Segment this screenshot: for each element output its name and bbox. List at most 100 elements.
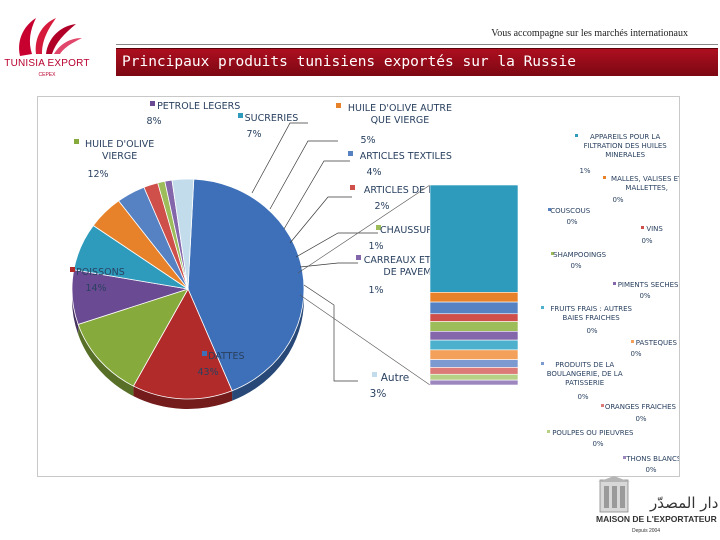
breakdown-label-oranges-fraiches: ORANGES FRAICHES (605, 403, 677, 411)
breakdown-value-shampooings: 0% (570, 262, 581, 270)
breakdown-value-pasteques-fraiches: 0% (630, 350, 641, 358)
maison-logo-text: MAISON DE L'EXPORTATEUR (596, 514, 717, 524)
legend-marker-carreaux-et-dalles-de-pavement (356, 255, 361, 260)
breakdown-label-shampooings: SHAMPOOINGS (553, 251, 607, 259)
breakdown-label-fruits-frais-autres-baies-fraiches: BAIES FRAICHES (563, 314, 621, 322)
slice-label-articles-textiles: ARTICLES TEXTILES (360, 151, 452, 162)
breakdown-value-appareils-pour-la-filtration-des-huiles-minerales: 1% (579, 167, 590, 175)
legend-marker-huile-d-olive-autre-que-vierge (336, 103, 341, 108)
tagline: Vous accompagne sur les marchés internat… (491, 28, 688, 39)
slice-label-petrole-legers: PETROLE LEGERS (157, 101, 240, 112)
breakdown-segment-couscous (429, 301, 519, 315)
breakdown-label-pasteques-fraiches: PASTEQUES FRAICHES (636, 339, 679, 347)
slice-value-huile-d-olive-autre-que-vierge: 5% (360, 135, 375, 146)
pie-slice-huile-d-olive-vierge (77, 288, 189, 387)
breakdown-label-produits-de-la-boulangerie-de-la-patisserie: BOULANGERIE, DE LA (547, 370, 623, 378)
slice-value-autre: 3% (370, 388, 387, 400)
breakdown-segment-produits-de-la-boulangerie-de-la-patisserie (429, 359, 519, 368)
breakdown-marker-vins (641, 226, 644, 229)
breakdown-marker-pasteques-fraiches (631, 340, 634, 343)
breakdown-label-fruits-frais-autres-baies-fraiches: FRUITS FRAIS : AUTRES (550, 305, 632, 313)
breakdown-value-malles-valises-et-mallettes: 0% (612, 196, 623, 204)
breakdown-marker-fruits-frais-autres-baies-fraiches (541, 306, 544, 309)
slice-value-articles-de-friperie: 2% (374, 201, 389, 212)
breakdown-label-appareils-pour-la-filtration-des-huiles-minerales: FILTRATION DES HUILES (584, 142, 668, 150)
breakdown-label-couscous: COUSCOUS (550, 207, 590, 215)
title-banner: Principaux produits tunisiens exportés s… (116, 48, 718, 76)
breakdown-marker-oranges-fraiches (601, 404, 604, 407)
slice-label-chaussures: CHAUSSURES (380, 225, 445, 236)
pie-side-dattes (232, 289, 304, 401)
breakdown-label-thons-blancs: THONS BLANCS (625, 455, 679, 463)
breakdown-value-fruits-frais-autres-baies-fraiches: 0% (586, 327, 597, 335)
pie-slice-autre (171, 178, 195, 290)
breakdown-marker-thons-blancs (623, 456, 626, 459)
pie-slice-poissons (132, 288, 233, 400)
legend-marker-articles-de-friperie (350, 185, 355, 190)
breakdown-value-oranges-fraiches: 0% (635, 415, 646, 423)
breakdown-marker-produits-de-la-boulangerie-de-la-patisserie (541, 362, 544, 365)
breakdown-marker-shampooings (551, 252, 554, 255)
legend-marker-articles-textiles (348, 151, 353, 156)
breakdown-segment-piments-seches (429, 331, 519, 341)
breakdown-segment-pasteques-fraiches (429, 349, 519, 360)
slice-label-dattes: DATTES (208, 351, 244, 362)
pie-side-petrole-legers (72, 289, 79, 335)
slice-value-articles-textiles: 4% (366, 167, 381, 178)
breakdown-label-appareils-pour-la-filtration-des-huiles-minerales: MINERALES (605, 151, 645, 159)
slice-value-dattes: 43% (197, 367, 218, 378)
arabic-logo-text: دار المصدّر (650, 494, 719, 512)
breakdown-value-thons-blancs: 0% (645, 466, 656, 474)
breakdown-label-produits-de-la-boulangerie-de-la-patisserie: PATISSERIE (565, 379, 604, 387)
slice-value-poissons: 14% (85, 283, 106, 294)
breakdown-label-appareils-pour-la-filtration-des-huiles-minerales: APPAREILS POUR LA (590, 133, 660, 141)
slice-label-huile-d-olive-autre-que-vierge: HUILE D'OLIVE AUTRE (348, 103, 452, 114)
breakdown-segment-fruits-frais-autres-baies-fraiches (429, 339, 519, 351)
breakdown-segment-thons-blancs (429, 379, 519, 386)
slice-value-chaussures: 1% (368, 241, 383, 252)
breakdown-value-poulpes-ou-pieuvres: 0% (592, 440, 603, 448)
slice-label-sucreries: SUCRERIES (245, 113, 299, 124)
breakdown-label-piments-seches: PIMENTS SECHES (618, 281, 679, 289)
slice-value-sucreries: 7% (246, 129, 261, 140)
slice-value-huile-d-olive-vierge: 12% (87, 169, 108, 180)
breakdown-value-vins: 0% (641, 237, 652, 245)
breakdown-segment-shampooings (429, 321, 519, 332)
slice-value-carreaux-et-dalles-de-pavement: 1% (368, 285, 383, 296)
header-rule (116, 44, 718, 45)
breakdown-segment-poulpes-ou-pieuvres (429, 373, 519, 381)
legend-marker-sucreries (238, 113, 243, 118)
breakdown-label-malles-valises-et-mallettes: MALLETTES, (625, 184, 668, 192)
slice-label-huile-d-olive-autre-que-vierge: QUE VIERGE (371, 115, 430, 126)
breakdown-connector-top (297, 184, 431, 274)
logo-subtext: CEPEX (38, 72, 56, 78)
page-title: Principaux produits tunisiens exportés s… (122, 54, 576, 70)
leader-line (289, 196, 352, 244)
breakdown-marker-couscous (548, 208, 551, 211)
slice-label-huile-d-olive-vierge: HUILE D'OLIVE (85, 139, 154, 150)
leader-line (251, 122, 308, 194)
breakdown-marker-piments-seches (613, 282, 616, 285)
leader-line (299, 262, 358, 268)
autre-leader-line (303, 284, 358, 382)
breakdown-label-produits-de-la-boulangerie-de-la-patisserie: PRODUITS DE LA (555, 361, 614, 369)
logo-text: TUNISIA EXPORT (4, 58, 90, 69)
slice-label-carreaux-et-dalles-de-pavement: DE PAVEMENT (383, 267, 450, 278)
pie-side-poissons (133, 386, 233, 409)
leader-line (269, 140, 338, 210)
maison-exportateur-logo (598, 476, 630, 513)
breakdown-marker-malles-valises-et-mallettes (603, 176, 606, 179)
chart-frame: DATTES 43% POISSONS 14% HUILE D'OLIVE VIERGE 1… (37, 96, 680, 477)
slice-label-poissons: POISSONS (76, 267, 125, 278)
breakdown-value-couscous: 0% (566, 218, 577, 226)
depuis-logo-text: Depuis 2004 (632, 528, 661, 534)
legend-marker-poissons (70, 267, 75, 272)
breakdown-marker-appareils-pour-la-filtration-des-huiles-minerales (575, 134, 578, 137)
slice-label-huile-d-olive-vierge: VIERGE (102, 151, 137, 162)
breakdown-label-malles-valises-et-mallettes: MALLES, VALISES ET (611, 175, 679, 183)
legend-marker-autre (372, 372, 377, 377)
slice-value-petrole-legers: 8% (146, 116, 161, 127)
leader-line (295, 232, 378, 258)
breakdown-marker-poulpes-ou-pieuvres (547, 430, 550, 433)
